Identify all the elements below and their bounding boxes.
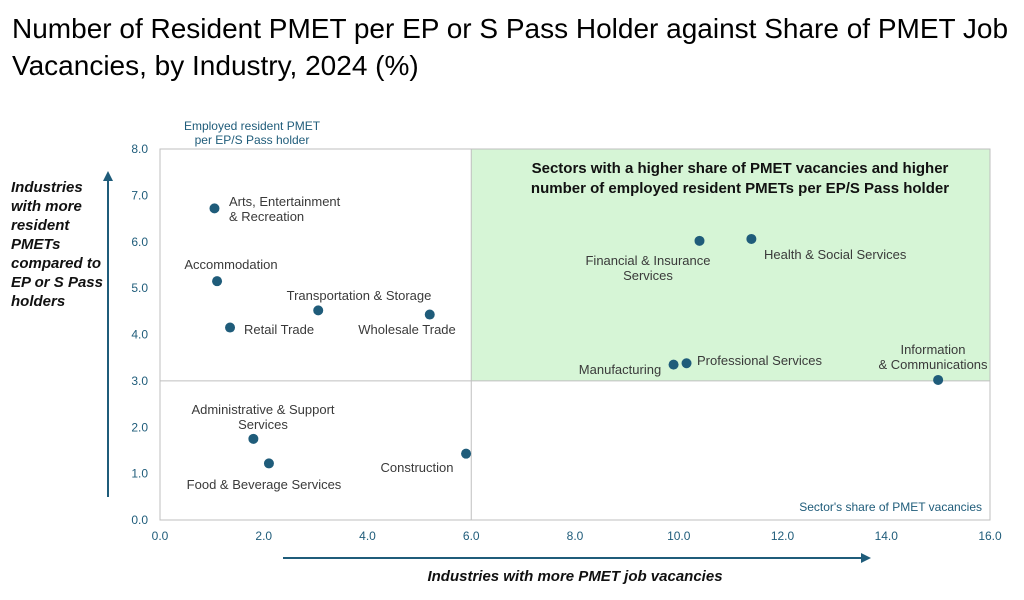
data-point xyxy=(461,448,472,459)
data-point xyxy=(248,433,259,444)
y-tick-label: 5.0 xyxy=(131,281,148,295)
data-label: Information xyxy=(900,342,965,357)
data-point xyxy=(212,276,223,287)
data-label: Services xyxy=(238,417,288,432)
chart-title: Number of Resident PMET per EP or S Pass… xyxy=(12,13,1009,81)
y-tick-label: 2.0 xyxy=(131,420,148,434)
data-label: & Communications xyxy=(878,357,988,372)
data-label: Retail Trade xyxy=(244,322,314,337)
highlight-quadrant xyxy=(471,149,990,381)
y-tick-label: 7.0 xyxy=(131,188,148,202)
y-tick-label: 3.0 xyxy=(131,374,148,388)
quadrant-label-line-2: number of employed resident PMETs per EP… xyxy=(531,180,949,197)
y-tick-label: 1.0 xyxy=(131,467,148,481)
x-tick-label: 12.0 xyxy=(771,529,795,543)
data-point xyxy=(668,359,679,370)
x-tick-label: 10.0 xyxy=(667,529,691,543)
data-label: Financial & Insurance xyxy=(585,253,710,268)
data-point xyxy=(694,235,705,246)
y-axis-label-line-1: Employed resident PMET xyxy=(184,119,321,133)
data-point xyxy=(681,358,692,369)
data-label: Construction xyxy=(381,460,454,475)
data-point xyxy=(209,203,220,214)
x-tick-label: 6.0 xyxy=(463,529,480,543)
y-tick-label: 4.0 xyxy=(131,328,148,342)
data-label: Health & Social Services xyxy=(764,247,907,262)
quadrant-label-line-1: Sectors with a higher share of PMET vaca… xyxy=(532,160,949,177)
x-tick-label: 0.0 xyxy=(152,529,169,543)
y-axis-label-line-2: per EP/S Pass holder xyxy=(195,133,310,147)
x-tick-label: 8.0 xyxy=(567,529,584,543)
data-label: Wholesale Trade xyxy=(358,322,456,337)
data-point xyxy=(225,322,236,333)
data-label: Services xyxy=(623,268,673,283)
data-label: Food & Beverage Services xyxy=(187,477,342,492)
x-tick-label: 4.0 xyxy=(359,529,376,543)
x-tick-label: 2.0 xyxy=(255,529,272,543)
x-axis-label: Sector's share of PMET vacancies xyxy=(799,500,982,514)
y-tick-label: 8.0 xyxy=(131,142,148,156)
plot-border xyxy=(159,148,991,521)
data-point xyxy=(263,458,274,469)
data-point xyxy=(313,305,324,316)
x-tick-label: 14.0 xyxy=(875,529,899,543)
data-label: Administrative & Support xyxy=(191,402,334,417)
data-label: & Recreation xyxy=(229,209,304,224)
data-label: Arts, Entertainment xyxy=(229,194,341,209)
data-point xyxy=(424,309,435,320)
y-direction-note: Industries with more resident PMETs comp… xyxy=(11,179,103,310)
data-label: Transportation & Storage xyxy=(287,288,432,303)
data-point xyxy=(746,233,757,244)
data-point xyxy=(933,374,944,385)
data-label: Manufacturing xyxy=(579,362,661,377)
x-direction-note: Industries with more PMET job vacancies xyxy=(427,568,723,585)
y-tick-label: 0.0 xyxy=(131,513,148,527)
y-tick-label: 6.0 xyxy=(131,235,148,249)
data-label: Professional Services xyxy=(697,353,822,368)
data-label: Accommodation xyxy=(184,257,277,272)
x-tick-label: 16.0 xyxy=(978,529,1002,543)
